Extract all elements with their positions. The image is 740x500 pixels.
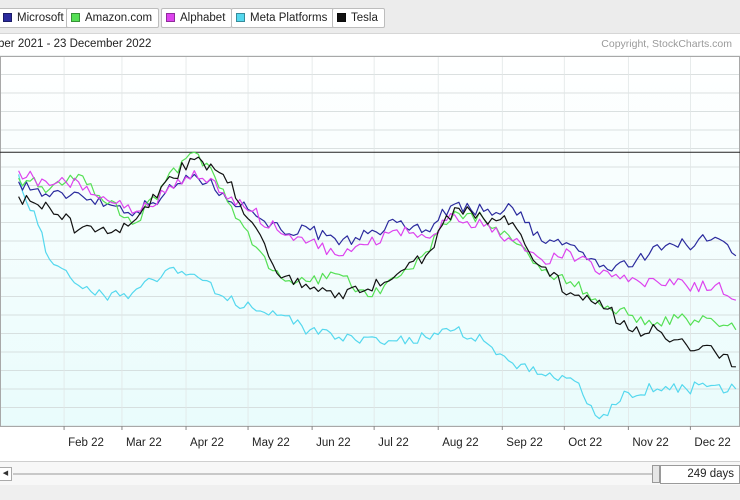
x-axis-ticks: Feb 22 Mar 22 Apr 22 May 22 Jun 22 Jul 22 Aug …	[63, 426, 731, 449]
x-tick-label: Apr 22	[190, 437, 224, 449]
x-tick-label: Dec 22	[694, 437, 730, 449]
x-tick-label: Feb 22	[68, 437, 104, 449]
legend-label-microsoft: Microsoft	[17, 12, 64, 24]
left-arrow-icon[interactable]: ◀	[0, 467, 12, 481]
legend-item-tesla[interactable]: Tesla	[332, 8, 385, 28]
legend-label-tesla: Tesla	[351, 12, 378, 24]
chart-subheader: ber 2021 - 23 December 2022 Copyright, S…	[0, 35, 740, 53]
series-lines	[18, 151, 737, 420]
scroll-thumb[interactable]	[652, 465, 660, 483]
x-tick-label: Jun 22	[316, 437, 351, 449]
performance-chart: Feb 22 Mar 22 Apr 22 May 22 Jun 22 Jul 22 Aug …	[0, 55, 740, 449]
legend-item-microsoft[interactable]: Microsoft	[0, 8, 71, 28]
bottom-strip	[0, 485, 740, 500]
legend-swatch-tesla	[337, 13, 346, 22]
legend-label-alphabet: Alphabet	[180, 12, 226, 24]
scroll-track[interactable]	[13, 473, 655, 475]
x-tick-label: Aug 22	[442, 437, 478, 449]
legend-bar: Microsoft Amazon.com Alphabet Meta Platf…	[0, 0, 740, 34]
legend-item-amazon[interactable]: Amazon.com	[66, 8, 160, 28]
legend-item-meta[interactable]: Meta Platforms	[231, 8, 335, 28]
legend-label-amazon: Amazon.com	[85, 12, 153, 24]
x-tick-label: Sep 22	[506, 437, 542, 449]
series-line-amazon-com	[18, 151, 737, 331]
x-tick-label: Jul 22	[378, 437, 409, 449]
legend-swatch-meta	[236, 13, 245, 22]
date-scrollbar[interactable]: ◀ 249 days	[0, 461, 740, 485]
copyright-label: Copyright, StockCharts.com	[601, 38, 732, 50]
x-tick-label: Oct 22	[568, 437, 602, 449]
legend-swatch-alphabet	[166, 13, 175, 22]
legend-item-alphabet[interactable]: Alphabet	[161, 8, 233, 28]
legend-label-meta: Meta Platforms	[250, 12, 328, 24]
days-value-box[interactable]: 249 days	[660, 465, 740, 484]
x-tick-label: Nov 22	[632, 437, 668, 449]
x-tick-label: May 22	[252, 437, 290, 449]
legend-swatch-microsoft	[3, 13, 12, 22]
series-line-meta-platforms	[18, 174, 737, 420]
series-line-tesla	[18, 156, 736, 368]
x-tick-label: Mar 22	[126, 437, 162, 449]
date-range-label: ber 2021 - 23 December 2022	[0, 38, 152, 50]
legend-swatch-amazon	[71, 13, 80, 22]
series-line-alphabet	[18, 170, 737, 301]
